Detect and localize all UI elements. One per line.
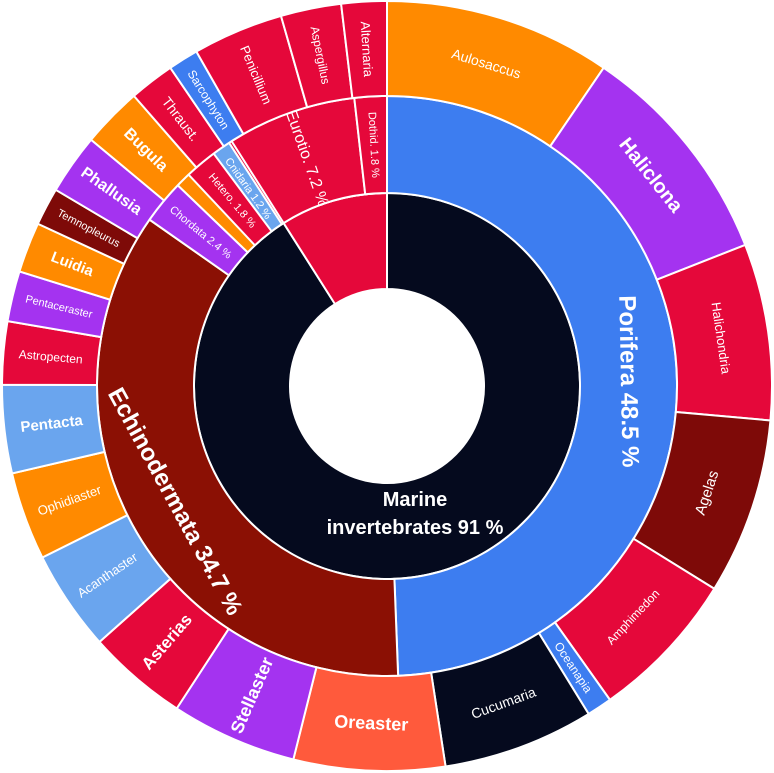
ring-3-pentacta: Pentacta — [1, 383, 106, 475]
center-label-line-2: invertebrates 91 % — [327, 517, 504, 539]
ring-3-halichondria: Halichondria — [655, 243, 773, 422]
astropecten-label: Astropecten — [18, 347, 83, 366]
center-hole — [290, 289, 484, 483]
ring-3-acanthaster: Acanthaster — [40, 513, 172, 644]
ring-3-astropecten: Astropecten — [0, 319, 103, 387]
ring-3-stellaster: Stellaster — [175, 627, 318, 761]
ring-3-ophidiaster: Ophidiaster — [10, 450, 129, 559]
ring-3-aulosaccus: Aulosaccus — [386, 0, 606, 148]
ring-3-penicillium: Penicillium — [194, 14, 309, 136]
center-label-line-1: Marine — [383, 489, 447, 511]
center-label: Marine invertebrates 91 % — [327, 489, 504, 539]
dothideomycetes-label: Dothid. 1.8 % — [365, 112, 381, 179]
ring-3-oreaster: Oreaster — [292, 666, 447, 772]
alternaria-label: Alternaria — [358, 21, 376, 78]
ring-3-luidia: Luidia — [18, 222, 126, 301]
ring-3-agelas: Agelas — [632, 410, 772, 591]
ring-2-eurotiomycetes: Eurotio. 7.2 % — [230, 96, 367, 225]
alternaria-wedge — [339, 0, 388, 100]
porifera-label: Porifera 48.5 % — [613, 295, 643, 468]
oreaster-label: Oreaster — [334, 711, 409, 734]
ring-3-alternaria: Alternaria — [339, 0, 388, 100]
ring-3-asterias: Asterias — [97, 577, 230, 710]
ring-2-dothideomycetes: Dothid. 1.8 % — [353, 94, 388, 196]
ring-3-haliclona: Haliclona — [548, 66, 747, 282]
